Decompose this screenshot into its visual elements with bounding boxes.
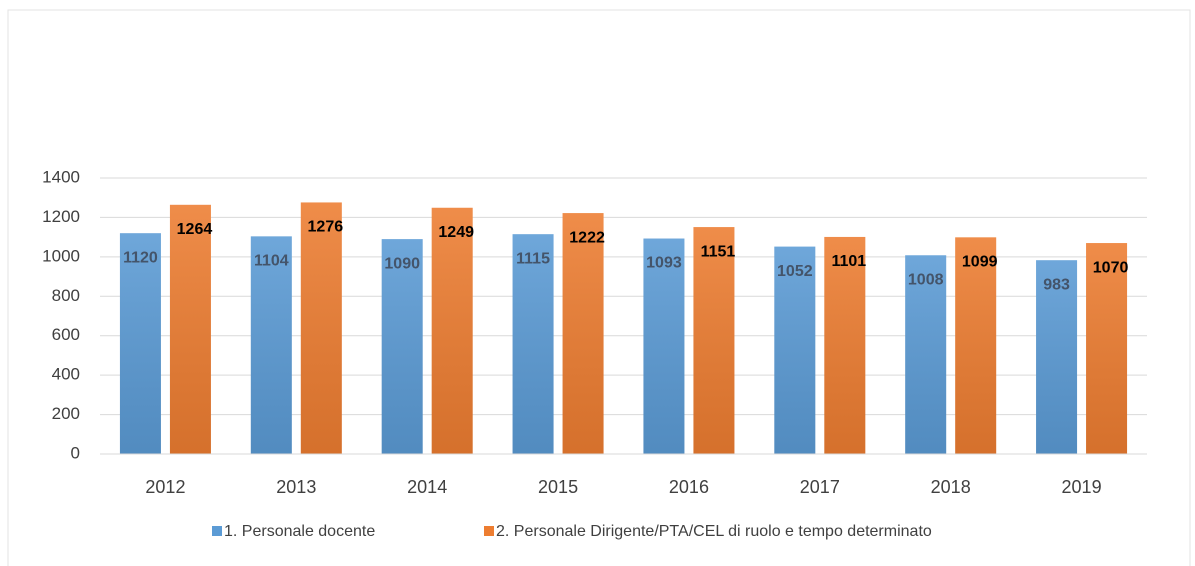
y-tick-label: 0 <box>71 443 80 462</box>
data-label: 1276 <box>308 219 344 236</box>
x-tick-label: 2013 <box>276 477 316 497</box>
data-label: 1264 <box>177 221 213 238</box>
legend-label: 2. Personale Dirigente/PTA/CEL di ruolo … <box>496 523 932 540</box>
data-label: 1151 <box>701 243 736 260</box>
x-tick-label: 2016 <box>669 477 709 497</box>
data-label: 1070 <box>1093 259 1129 276</box>
legend-swatch <box>212 526 222 536</box>
x-tick-label: 2017 <box>800 477 840 497</box>
y-tick-label: 800 <box>52 286 80 305</box>
bar <box>693 227 735 454</box>
y-tick-label: 1400 <box>42 167 80 186</box>
bar <box>431 207 473 454</box>
data-label: 983 <box>1043 276 1070 293</box>
y-tick-label: 200 <box>52 404 80 423</box>
legend-swatch <box>484 526 494 536</box>
data-label: 1104 <box>254 253 289 270</box>
data-label: 1120 <box>123 249 158 266</box>
x-tick-label: 2015 <box>538 477 578 497</box>
data-label: 1101 <box>831 253 866 270</box>
y-tick-label: 1200 <box>42 207 80 226</box>
bar <box>169 204 211 454</box>
data-label: 1052 <box>777 263 813 280</box>
bar <box>562 213 604 454</box>
data-label: 1099 <box>962 254 998 271</box>
x-tick-label: 2012 <box>145 477 185 497</box>
chart-frame <box>7 9 1191 566</box>
data-label: 1115 <box>516 250 550 267</box>
data-label: 1249 <box>438 224 474 241</box>
y-tick-label: 600 <box>52 325 80 344</box>
x-tick-label: 2019 <box>1062 477 1102 497</box>
x-tick-label: 2014 <box>407 477 447 497</box>
data-label: 1090 <box>384 255 420 272</box>
data-label: 1222 <box>569 229 605 246</box>
data-label: 1008 <box>908 271 944 288</box>
bar <box>300 202 342 454</box>
x-tick-label: 2018 <box>931 477 971 497</box>
legend-label: 1. Personale docente <box>224 523 375 540</box>
y-tick-label: 1000 <box>42 246 80 265</box>
y-tick-label: 400 <box>52 365 80 384</box>
data-label: 1093 <box>646 255 682 272</box>
